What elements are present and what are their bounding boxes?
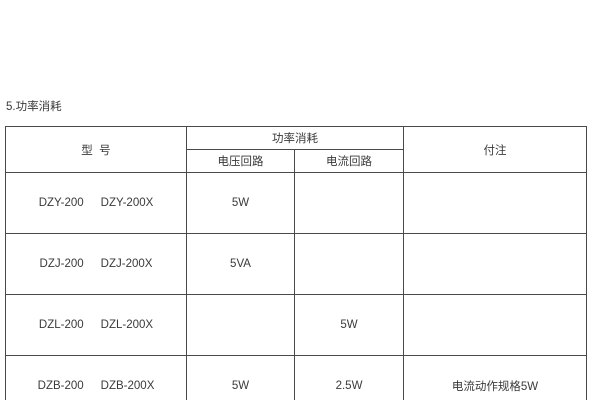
model-name-x: DZJ-200X [100,258,153,270]
header-power-consumption: 功率消耗 [186,126,404,150]
table-row: DZB-200 DZB-200X 5W 2.5W 电流动作规格5W [5,355,587,400]
model-name: DZB-200 [37,380,84,392]
current-value: 5W [294,294,404,356]
model-name: DZY-200 [38,197,84,209]
note-value: 电流动作规格5W [403,355,587,400]
current-value [294,172,404,234]
model-name: DZL-200 [38,319,84,331]
note-value [403,172,587,234]
header-model: 型 号 [5,126,187,173]
model-cell: DZJ-200 DZJ-200X [5,233,187,295]
note-value [403,294,587,356]
table-row: DZL-200 DZL-200X 5W [5,294,587,356]
header-notes: 付注 [403,126,587,173]
page-title: 5.功率消耗 [6,101,62,113]
table-row: DZJ-200 DZJ-200X 5VA [5,233,587,295]
table-row: DZY-200 DZY-200X 5W [5,172,587,234]
note-value [403,233,587,295]
model-cell: DZY-200 DZY-200X [5,172,187,234]
power-consumption-table: 型 号 功率消耗 付注 电压回路 电流回路 DZY-200 DZY-200X 5… [5,126,587,400]
current-value [294,233,404,295]
model-cell: DZB-200 DZB-200X [5,355,187,400]
current-value: 2.5W [294,355,404,400]
model-name: DZJ-200 [39,258,84,270]
model-name-x: DZL-200X [100,319,154,331]
voltage-value [186,294,295,356]
voltage-value: 5W [186,355,295,400]
model-name-x: DZB-200X [100,380,155,392]
model-name-x: DZY-200X [100,197,154,209]
voltage-value: 5VA [186,233,295,295]
header-voltage-circuit: 电压回路 [186,149,295,173]
header-current-circuit: 电流回路 [294,149,404,173]
model-cell: DZL-200 DZL-200X [5,294,187,356]
voltage-value: 5W [186,172,295,234]
